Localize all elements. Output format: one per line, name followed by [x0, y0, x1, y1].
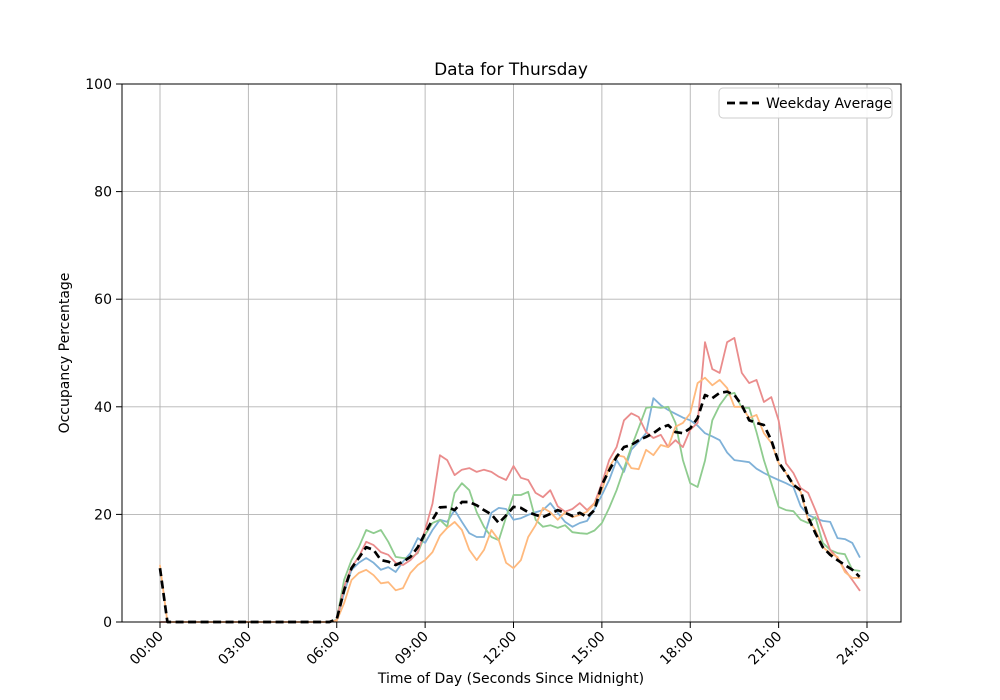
- y-tick-label: 20: [94, 507, 112, 523]
- x-tick-label: 24:00: [834, 629, 874, 669]
- tick-labels-layer: 00:00 03:00 06:00 09:00 12:00 15:00 18:00 21:00…: [85, 77, 874, 668]
- legend-box: [718, 87, 893, 119]
- x-tick-label: 06:00: [304, 629, 344, 669]
- chart-title: Data for Thursday: [434, 60, 588, 80]
- legend: Weekday Average: [718, 87, 893, 119]
- x-tick-label: 00:00: [127, 629, 167, 669]
- tick-marks-layer: [116, 83, 868, 628]
- y-tick-label: 0: [103, 615, 112, 631]
- y-axis-label: Occupancy Percentage: [57, 273, 73, 434]
- x-tick-label: 18:00: [657, 629, 697, 669]
- y-tick-label: 60: [94, 292, 112, 308]
- series-red-line: [159, 336, 861, 623]
- plot-border: [121, 83, 902, 623]
- series-green-line: [159, 391, 861, 623]
- x-tick-label: 12:00: [480, 629, 520, 669]
- y-tick-label: 80: [94, 185, 112, 201]
- legend-label: Weekday Average: [766, 96, 892, 112]
- y-tick-label: 40: [94, 400, 112, 416]
- x-tick-label: 15:00: [569, 629, 609, 669]
- x-tick-label: 03:00: [215, 629, 255, 669]
- grid-layer: [122, 83, 901, 623]
- series-layer: [158, 336, 861, 624]
- x-tick-label: 21:00: [746, 629, 786, 669]
- x-axis-label: Time of Day (Seconds Since Midnight): [377, 671, 644, 687]
- series-orange-line: [159, 376, 861, 623]
- x-tick-label: 09:00: [392, 629, 432, 669]
- y-tick-label: 100: [85, 77, 112, 93]
